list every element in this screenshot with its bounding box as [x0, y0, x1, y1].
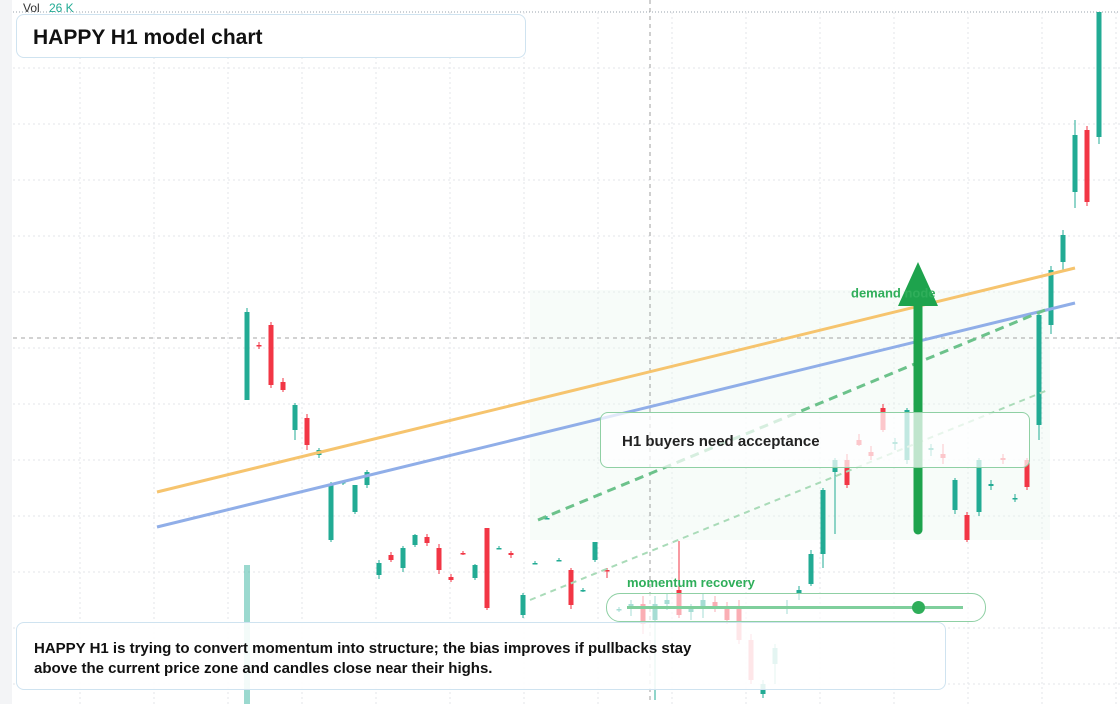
candle-body	[988, 484, 994, 486]
candle-body	[244, 312, 250, 400]
candle-body	[796, 590, 802, 594]
candle-body	[388, 555, 394, 560]
title-box: HAPPY H1 model chart	[16, 14, 526, 58]
candle-body	[1012, 498, 1018, 500]
candle-body	[292, 405, 298, 430]
candle-body	[1036, 315, 1042, 425]
candle-body	[508, 553, 514, 555]
candle-body	[412, 535, 418, 545]
candle-body	[592, 542, 598, 560]
candle-body	[952, 480, 958, 510]
candle-body	[472, 565, 478, 578]
candle-body	[1096, 12, 1102, 137]
candle-body	[256, 345, 262, 347]
candle-body	[424, 537, 430, 543]
candle-body	[304, 418, 310, 445]
candle-body	[520, 595, 526, 615]
candle-body	[364, 472, 370, 485]
candle-body	[1072, 135, 1078, 192]
candle-body	[964, 515, 970, 540]
candle-body	[544, 518, 550, 520]
caption-box: HAPPY H1 is trying to convert momentum i…	[16, 622, 946, 690]
candle-body	[460, 553, 466, 555]
volume-value: 26 K	[49, 1, 74, 15]
slider	[606, 593, 986, 622]
arrow-head	[898, 262, 938, 306]
candle-body	[604, 570, 610, 572]
candle-body	[328, 485, 334, 540]
left-rail	[0, 0, 12, 704]
volume-label: Vol	[23, 1, 40, 15]
slider-track	[627, 606, 963, 609]
candle-body	[568, 570, 574, 605]
slider-knob	[912, 601, 925, 614]
candle-body	[1060, 235, 1066, 262]
candle-body	[556, 560, 562, 562]
candle-body	[268, 325, 274, 385]
candle-body	[484, 528, 490, 608]
candle-body	[280, 382, 286, 390]
candle-body	[376, 563, 382, 575]
candle-body	[496, 548, 502, 550]
candle-body	[976, 460, 982, 512]
node-label: demand node	[851, 285, 936, 300]
chart-title: HAPPY H1 model chart	[33, 26, 263, 49]
slider-label: momentum recovery	[627, 575, 755, 590]
candle-body	[352, 485, 358, 512]
candle-body	[580, 590, 586, 592]
grid	[13, 12, 1120, 704]
annotation-text: H1 buyers need acceptance	[622, 433, 820, 450]
candle-body	[532, 563, 538, 565]
candle-body	[436, 548, 442, 570]
candle-body	[1084, 130, 1090, 202]
candle-body	[448, 577, 454, 580]
candle-body	[400, 548, 406, 568]
candle-body	[820, 490, 826, 554]
candle-body	[1024, 460, 1030, 487]
candle-body	[808, 554, 814, 584]
candle-body	[1048, 270, 1054, 325]
annotation-box: H1 buyers need acceptance	[600, 412, 1030, 468]
caption: HAPPY H1 is trying to convert momentum i…	[34, 640, 692, 677]
